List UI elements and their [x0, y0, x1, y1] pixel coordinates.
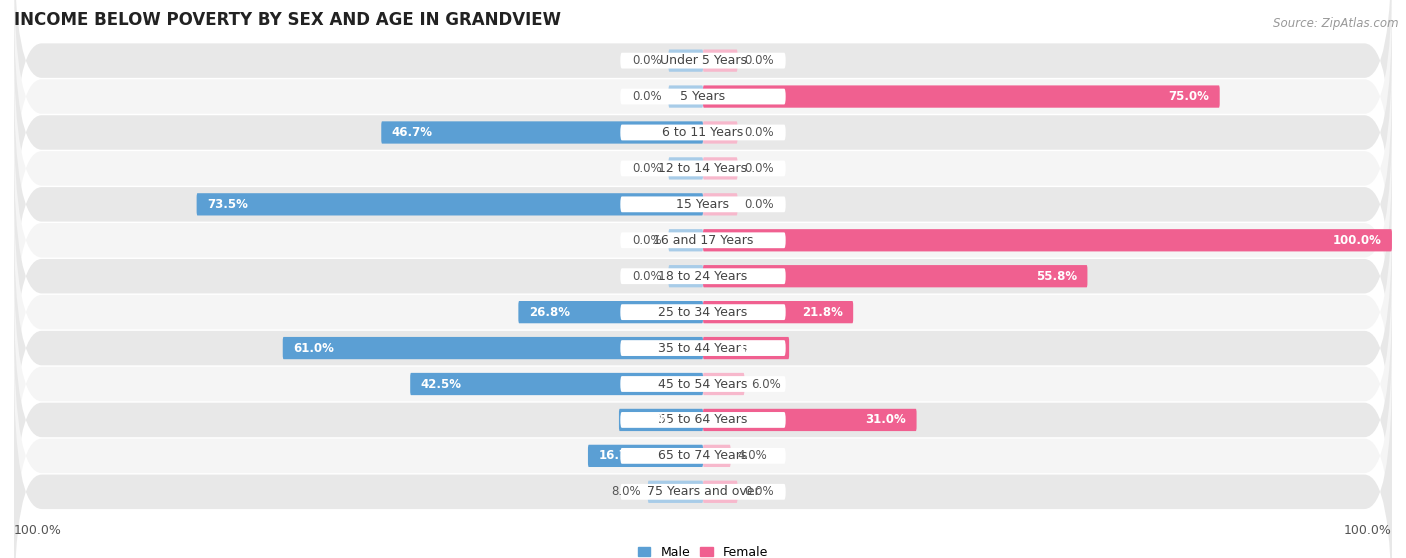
FancyBboxPatch shape: [703, 229, 1392, 252]
Text: 100.0%: 100.0%: [1333, 234, 1382, 247]
FancyBboxPatch shape: [703, 409, 917, 431]
Text: 0.0%: 0.0%: [633, 54, 662, 67]
Text: 46.7%: 46.7%: [392, 126, 433, 139]
Text: 35 to 44 Years: 35 to 44 Years: [658, 341, 748, 354]
Text: 45 to 54 Years: 45 to 54 Years: [658, 378, 748, 391]
FancyBboxPatch shape: [619, 409, 703, 431]
Text: 0.0%: 0.0%: [744, 126, 773, 139]
Text: 31.0%: 31.0%: [866, 413, 907, 426]
Text: 55.8%: 55.8%: [1036, 270, 1077, 283]
FancyBboxPatch shape: [703, 301, 853, 323]
FancyBboxPatch shape: [620, 304, 786, 320]
FancyBboxPatch shape: [669, 265, 703, 287]
FancyBboxPatch shape: [620, 124, 786, 141]
Text: 55 to 64 Years: 55 to 64 Years: [658, 413, 748, 426]
FancyBboxPatch shape: [14, 42, 1392, 295]
FancyBboxPatch shape: [411, 373, 703, 395]
Text: 100.0%: 100.0%: [1344, 524, 1392, 537]
Text: 0.0%: 0.0%: [633, 162, 662, 175]
Text: 6.0%: 6.0%: [751, 378, 780, 391]
FancyBboxPatch shape: [703, 337, 789, 359]
Text: 0.0%: 0.0%: [633, 270, 662, 283]
Text: 6 to 11 Years: 6 to 11 Years: [662, 126, 744, 139]
FancyBboxPatch shape: [703, 480, 738, 503]
FancyBboxPatch shape: [14, 365, 1392, 558]
FancyBboxPatch shape: [14, 186, 1392, 439]
FancyBboxPatch shape: [620, 376, 786, 392]
FancyBboxPatch shape: [14, 6, 1392, 259]
FancyBboxPatch shape: [669, 229, 703, 252]
Text: INCOME BELOW POVERTY BY SEX AND AGE IN GRANDVIEW: INCOME BELOW POVERTY BY SEX AND AGE IN G…: [14, 11, 561, 29]
FancyBboxPatch shape: [669, 85, 703, 108]
FancyBboxPatch shape: [14, 150, 1392, 403]
Text: 16 and 17 Years: 16 and 17 Years: [652, 234, 754, 247]
Text: 0.0%: 0.0%: [744, 54, 773, 67]
FancyBboxPatch shape: [14, 114, 1392, 367]
Text: 65 to 74 Years: 65 to 74 Years: [658, 449, 748, 463]
FancyBboxPatch shape: [703, 157, 738, 180]
FancyBboxPatch shape: [620, 340, 786, 356]
Text: 12.5%: 12.5%: [738, 341, 779, 354]
FancyBboxPatch shape: [703, 445, 731, 467]
Text: 0.0%: 0.0%: [633, 234, 662, 247]
FancyBboxPatch shape: [14, 78, 1392, 331]
FancyBboxPatch shape: [14, 329, 1392, 558]
Text: 75.0%: 75.0%: [1168, 90, 1209, 103]
FancyBboxPatch shape: [519, 301, 703, 323]
FancyBboxPatch shape: [620, 448, 786, 464]
Text: 42.5%: 42.5%: [420, 378, 461, 391]
FancyBboxPatch shape: [703, 121, 738, 143]
FancyBboxPatch shape: [620, 161, 786, 176]
Text: 0.0%: 0.0%: [744, 162, 773, 175]
FancyBboxPatch shape: [703, 50, 738, 72]
Text: 12.2%: 12.2%: [630, 413, 671, 426]
FancyBboxPatch shape: [14, 222, 1392, 474]
Text: 12 to 14 Years: 12 to 14 Years: [658, 162, 748, 175]
Text: 100.0%: 100.0%: [14, 524, 62, 537]
FancyBboxPatch shape: [648, 480, 703, 503]
Text: 21.8%: 21.8%: [801, 306, 842, 319]
FancyBboxPatch shape: [588, 445, 703, 467]
Text: Under 5 Years: Under 5 Years: [659, 54, 747, 67]
Text: 0.0%: 0.0%: [633, 90, 662, 103]
FancyBboxPatch shape: [14, 0, 1392, 223]
Text: 5 Years: 5 Years: [681, 90, 725, 103]
Text: Source: ZipAtlas.com: Source: ZipAtlas.com: [1274, 17, 1399, 30]
FancyBboxPatch shape: [620, 52, 786, 69]
Text: 73.5%: 73.5%: [207, 198, 247, 211]
FancyBboxPatch shape: [620, 196, 786, 212]
FancyBboxPatch shape: [381, 121, 703, 143]
Text: 4.0%: 4.0%: [738, 449, 768, 463]
FancyBboxPatch shape: [703, 193, 738, 215]
Text: 75 Years and over: 75 Years and over: [647, 485, 759, 498]
FancyBboxPatch shape: [620, 268, 786, 284]
Legend: Male, Female: Male, Female: [633, 541, 773, 558]
FancyBboxPatch shape: [620, 412, 786, 428]
Text: 0.0%: 0.0%: [744, 198, 773, 211]
FancyBboxPatch shape: [703, 373, 744, 395]
FancyBboxPatch shape: [14, 258, 1392, 511]
FancyBboxPatch shape: [283, 337, 703, 359]
Text: 15 Years: 15 Years: [676, 198, 730, 211]
Text: 0.0%: 0.0%: [744, 485, 773, 498]
FancyBboxPatch shape: [14, 294, 1392, 546]
Text: 8.0%: 8.0%: [612, 485, 641, 498]
FancyBboxPatch shape: [669, 50, 703, 72]
FancyBboxPatch shape: [703, 85, 1219, 108]
Text: 25 to 34 Years: 25 to 34 Years: [658, 306, 748, 319]
FancyBboxPatch shape: [620, 232, 786, 248]
FancyBboxPatch shape: [620, 484, 786, 500]
FancyBboxPatch shape: [14, 0, 1392, 187]
Text: 26.8%: 26.8%: [529, 306, 569, 319]
Text: 61.0%: 61.0%: [292, 341, 335, 354]
FancyBboxPatch shape: [703, 265, 1087, 287]
FancyBboxPatch shape: [669, 157, 703, 180]
FancyBboxPatch shape: [197, 193, 703, 215]
Text: 18 to 24 Years: 18 to 24 Years: [658, 270, 748, 283]
FancyBboxPatch shape: [620, 89, 786, 104]
Text: 16.7%: 16.7%: [599, 449, 640, 463]
